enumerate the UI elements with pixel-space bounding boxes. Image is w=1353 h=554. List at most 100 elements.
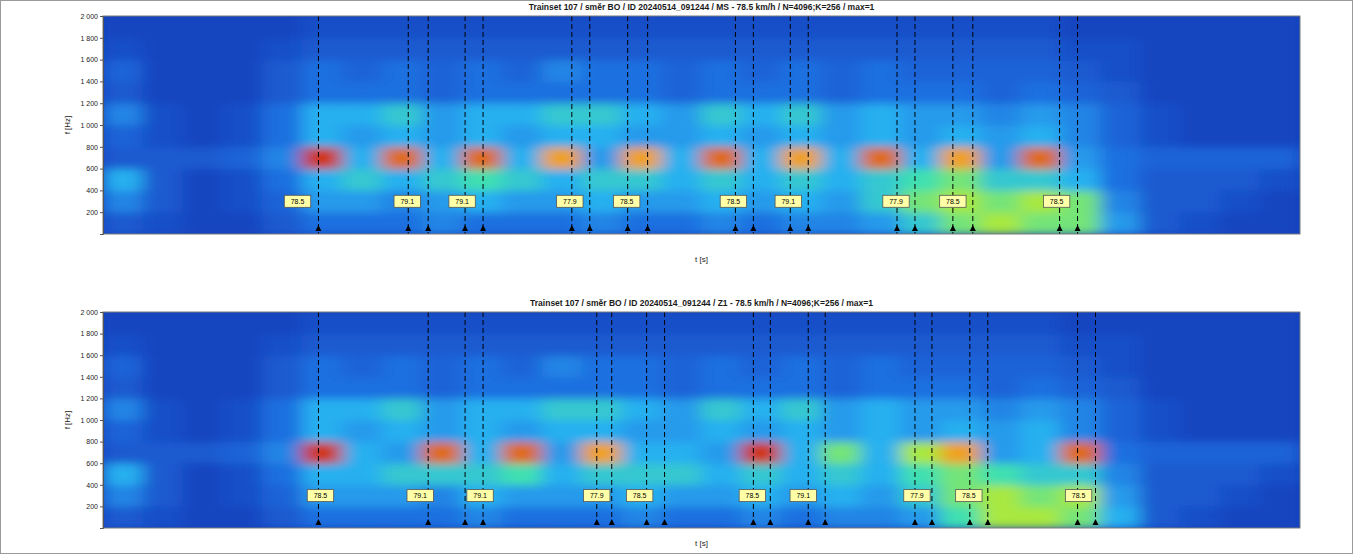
axle-line <box>428 16 429 234</box>
cell <box>1140 168 1181 191</box>
cell <box>1060 376 1101 399</box>
cell <box>861 484 902 507</box>
cell <box>142 37 183 60</box>
cell <box>1060 103 1101 126</box>
cell <box>940 37 981 60</box>
tick: 1 600 <box>80 56 103 63</box>
cell <box>821 420 862 443</box>
cell <box>222 103 263 126</box>
cell <box>741 398 782 421</box>
axle-line <box>664 312 665 528</box>
cell <box>1100 484 1141 507</box>
speed-label-text: 78.5 <box>746 492 760 499</box>
cell <box>621 398 662 421</box>
axle-marker <box>912 225 918 231</box>
axle-line <box>465 312 466 528</box>
cell <box>502 16 543 38</box>
cell <box>581 312 622 334</box>
cell <box>661 441 702 464</box>
speed-label: 77.9 <box>557 195 583 207</box>
cell <box>142 81 183 104</box>
cell <box>1140 212 1181 234</box>
tick: 600 <box>86 460 103 467</box>
cell <box>1140 333 1181 356</box>
tick: 200 <box>86 209 103 216</box>
cell <box>1100 420 1141 443</box>
cell <box>661 37 702 60</box>
cell <box>262 59 303 82</box>
cell <box>1140 103 1181 126</box>
cell <box>1060 506 1101 528</box>
axle-line <box>770 312 771 528</box>
plot-area <box>103 312 1300 528</box>
cell <box>1220 146 1261 169</box>
cell <box>1100 168 1141 191</box>
cell <box>302 37 343 60</box>
cell <box>302 398 343 421</box>
cell <box>541 355 582 378</box>
axle-marker <box>732 225 738 231</box>
tick: 2 000 <box>80 309 103 316</box>
cell <box>462 484 503 507</box>
cell <box>661 355 702 378</box>
cell <box>940 81 981 104</box>
speed-label-box <box>626 490 652 502</box>
tick-mark <box>100 485 103 486</box>
speed-label-text: 78.5 <box>946 198 960 205</box>
cell <box>1140 463 1181 486</box>
cell <box>502 333 543 356</box>
cell <box>901 398 942 421</box>
tick-label: 1 000 <box>80 417 98 424</box>
speed-label-box <box>394 195 420 207</box>
cell <box>182 463 223 486</box>
speed-label: 79.1 <box>394 195 420 207</box>
cell <box>701 212 742 234</box>
cell <box>781 333 822 356</box>
cell <box>940 59 981 82</box>
cell <box>621 441 662 464</box>
axle-marker <box>625 225 631 231</box>
cell <box>342 212 383 234</box>
cell <box>541 506 582 528</box>
cell <box>741 168 782 191</box>
speed-label: 79.1 <box>449 195 475 207</box>
cell <box>861 376 902 399</box>
cell <box>1260 103 1300 126</box>
cell <box>661 103 702 126</box>
cell <box>1220 312 1261 334</box>
cell <box>661 376 702 399</box>
cell <box>182 103 223 126</box>
tick-mark <box>100 125 103 126</box>
cell <box>541 441 582 464</box>
cell <box>222 463 263 486</box>
cell <box>262 376 303 399</box>
cell <box>861 398 902 421</box>
cell <box>103 190 143 213</box>
cell <box>302 376 343 399</box>
cell <box>262 441 303 464</box>
axle-line <box>972 16 973 234</box>
cell <box>302 484 343 507</box>
cell <box>142 146 183 169</box>
cell <box>861 355 902 378</box>
cell <box>342 37 383 60</box>
cell <box>222 420 263 443</box>
tick-mark <box>100 81 103 82</box>
tick-label: 1 800 <box>80 330 98 337</box>
tick-label: 400 <box>86 482 98 489</box>
cell <box>382 103 423 126</box>
cell <box>980 125 1021 148</box>
cell <box>462 506 503 528</box>
cell <box>222 59 263 82</box>
cell <box>821 355 862 378</box>
cell <box>1100 355 1141 378</box>
cell <box>621 420 662 443</box>
cell <box>701 376 742 399</box>
cell <box>502 355 543 378</box>
tick-label: 200 <box>86 209 98 216</box>
cell <box>781 146 822 169</box>
cell <box>342 441 383 464</box>
cell <box>1020 59 1061 82</box>
tick: 800 <box>86 144 103 151</box>
cell <box>781 37 822 60</box>
